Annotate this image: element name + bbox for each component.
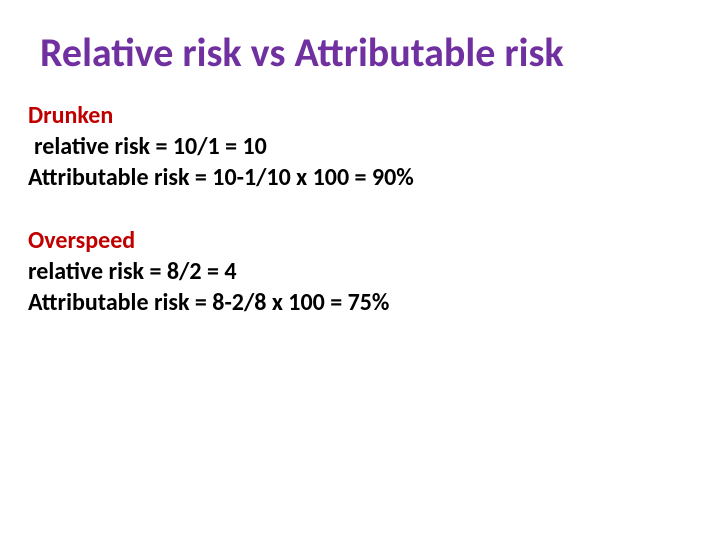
section-drunken: Drunken relative risk = 10/1 = 10 Attrib… (28, 101, 700, 192)
section-gap (28, 194, 700, 226)
body-line: relative risk = 10/1 = 10 (28, 132, 700, 161)
body-line: Attributable risk = 10-1/10 x 100 = 90% (28, 163, 700, 192)
section-heading-overspeed: Overspeed (28, 226, 700, 255)
section-heading-drunken: Drunken (28, 101, 700, 130)
slide-title: Relative risk vs Attributable risk (28, 28, 700, 77)
body-line: relative risk = 8/2 = 4 (28, 257, 700, 286)
section-overspeed: Overspeed relative risk = 8/2 = 4 Attrib… (28, 226, 700, 317)
body-line: Attributable risk = 8-2/8 x 100 = 75% (28, 288, 700, 317)
